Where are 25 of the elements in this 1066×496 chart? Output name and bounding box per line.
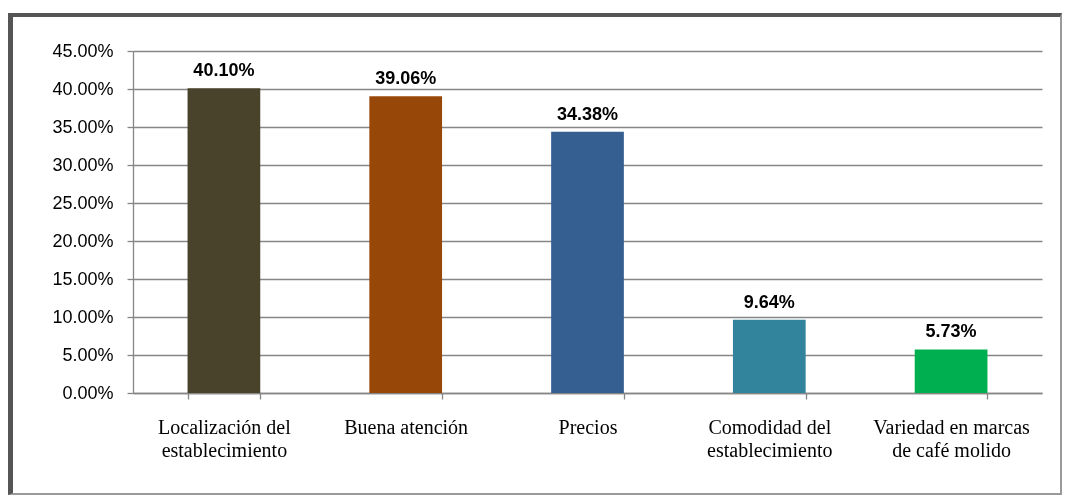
bar — [187, 88, 261, 393]
x-tick-label: Localización del establecimiento — [158, 415, 292, 461]
data-label: 5.73% — [925, 321, 977, 342]
y-tick-label: 20.00% — [52, 230, 114, 251]
bar — [732, 319, 806, 393]
bar — [914, 349, 988, 393]
data-label: 39.06% — [375, 68, 437, 89]
x-tick-label: Buena atención — [344, 415, 469, 438]
data-label: 9.64% — [743, 291, 795, 312]
data-label: 34.38% — [556, 103, 619, 124]
y-tick-label: 45.00% — [52, 40, 114, 61]
y-tick-label: 35.00% — [52, 116, 114, 137]
x-tick-label: Comodidad del establecimiento — [707, 415, 833, 461]
y-tick-label: 15.00% — [52, 268, 114, 289]
data-label: 40.10% — [193, 60, 255, 81]
y-tick-label: 10.00% — [52, 306, 114, 327]
y-tick-label: 30.00% — [52, 154, 114, 175]
y-tick-label: 5.00% — [62, 344, 114, 365]
y-tick-label: 40.00% — [52, 78, 114, 99]
x-tick-label: Variedad en marcas de café molido — [873, 415, 1031, 461]
y-tick-label: 0.00% — [62, 382, 114, 403]
bar — [369, 96, 443, 393]
y-tick-label: 25.00% — [52, 192, 114, 213]
x-tick-label: Precios — [558, 415, 618, 438]
bar — [551, 131, 624, 393]
